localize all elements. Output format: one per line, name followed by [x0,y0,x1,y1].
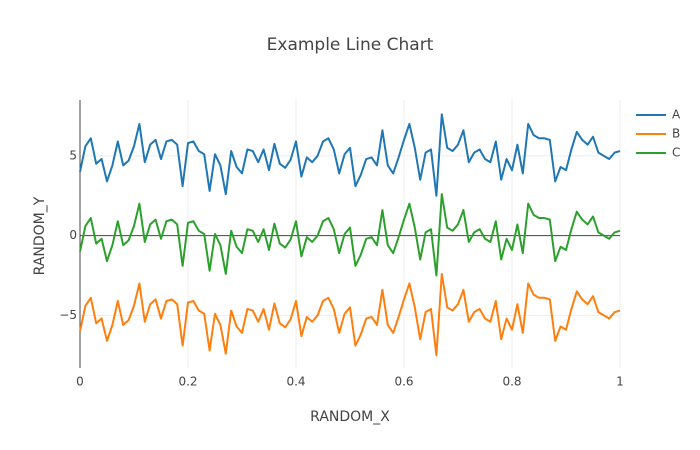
y-tick-label: 5 [69,148,77,162]
chart-title: Example Line Chart [267,35,434,55]
x-tick-label: 0.6 [394,375,413,389]
line-series [79,193,621,277]
x-tick-label: 0.8 [502,375,521,389]
y-tick-label: −5 [59,308,77,322]
line-series [79,272,621,357]
x-tick-label: 0.2 [178,375,197,389]
legend-label: B [672,127,680,141]
x-tick-label: 1 [616,375,624,389]
y-tick-label: 0 [69,228,77,242]
x-tick-label: 0 [76,375,84,389]
x-tick-label: 0.4 [286,375,305,389]
legend-label: C [672,146,680,160]
legend-label: A [672,108,681,122]
line-series [79,113,621,197]
y-axis-title: RANDOM_Y [32,196,48,275]
x-axis-title: RANDOM_X [310,409,390,425]
